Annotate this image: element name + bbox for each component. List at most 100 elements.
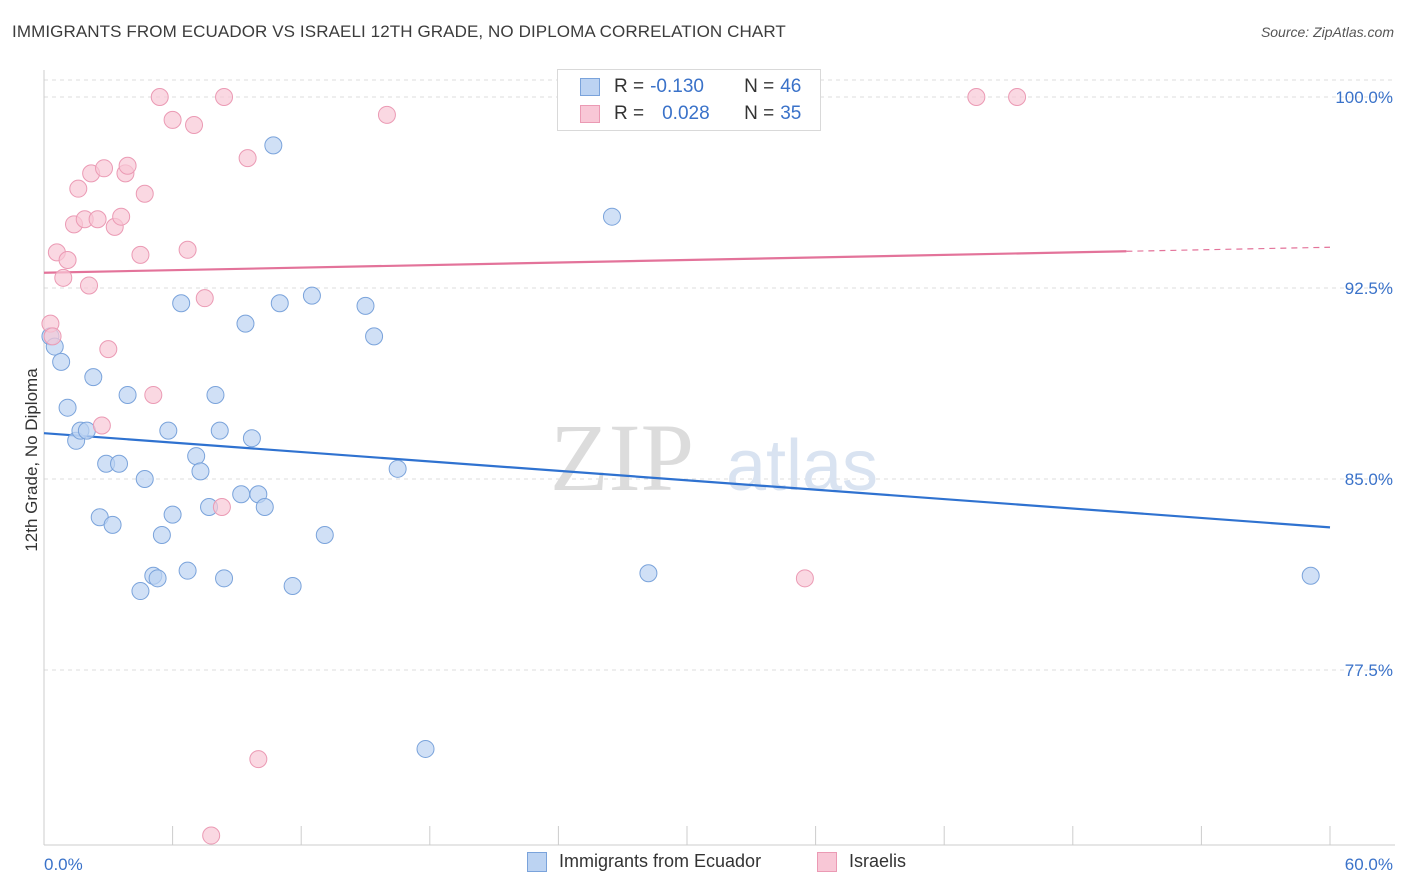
israeli-point [54,268,73,287]
r-label: R = [614,103,645,124]
n-value: 35 [780,103,802,124]
stats-legend: R = -0.130 N = 46 R = 0.028 N = 35 [557,69,821,131]
ecuador-point [110,454,129,473]
israeli-point [1008,88,1027,106]
x-tick-label: 60.0% [1345,855,1393,874]
trend-line-ecuador [43,432,1331,529]
israelis-legend-label: Israelis [849,851,907,871]
gridlines [44,79,1395,671]
ecuador-point [77,421,96,440]
ecuador-point [84,368,103,387]
israeli-point [967,88,986,106]
ecuador-point [135,470,154,488]
source-label: Source: ZipAtlas.com [1260,24,1394,40]
ecuador-point [191,462,210,481]
ecuador-point [210,421,229,440]
israeli-point [795,569,814,588]
ecuador-point [103,515,122,534]
ecuador-point [148,569,167,588]
trend-line-israelis [43,250,1127,274]
r-label: R = [614,76,645,97]
israeli-point [80,276,99,295]
y-tick-label: 100.0% [1335,88,1393,107]
watermark-zip: ZIP [550,404,694,511]
israeli-point [163,110,182,129]
y-tick-labels: 100.0% 92.5% 85.0% 77.5% [1335,88,1393,680]
legend-item-ecuador[interactable]: Immigrants from Ecuador [527,851,761,872]
israeli-point [88,210,107,229]
y-axis-label: 12th Grade, No Diploma [22,368,41,552]
israeli-point [69,179,88,198]
ecuador-point [58,398,77,417]
ecuador-point [52,352,71,371]
israeli-point [95,159,114,178]
ecuador-point [270,294,289,313]
chart-title: IMMIGRANTS FROM ECUADOR VS ISRAELI 12TH … [12,22,786,41]
israeli-point [135,184,154,203]
israeli-point [131,245,150,264]
israelis-legend-swatch [817,851,837,872]
israeli-point [215,88,234,106]
legend-item-israelis[interactable]: Israelis [817,851,906,872]
trend-line-dashed-israelis [1126,246,1331,252]
watermark-atlas: atlas [726,426,878,506]
ecuador-point [264,136,283,155]
ecuador-point [215,569,234,588]
ecuador-point [232,485,251,504]
israeli-point [238,149,257,168]
n-label: N = [744,76,775,97]
r-value: -0.130 [650,76,704,97]
ecuador-point [172,294,191,313]
israeli-point [249,750,268,769]
stats-row-israelis: R = 0.028 N = 35 [580,101,801,127]
ecuador-point [388,459,407,478]
ecuador-point [302,286,321,305]
axes [43,70,1395,846]
ecuador-point [131,582,150,601]
israeli-point [43,327,62,346]
ecuador-point [178,561,197,580]
israeli-point [99,340,118,359]
ecuador-legend-swatch [527,851,547,872]
israeli-point [195,289,214,308]
stats-row-ecuador: R = -0.130 N = 46 [580,74,801,100]
n-value: 46 [780,76,802,97]
ecuador-point [118,385,137,404]
x-tick-label: 0.0% [44,855,83,874]
israeli-point [144,385,163,404]
ecuador-point [206,385,225,404]
ecuador-point [1301,566,1320,585]
x-tick-labels: 0.0% 60.0% [44,855,1393,874]
israeli-point [212,498,231,517]
trend-lines [43,246,1331,529]
israeli-point [112,207,131,226]
ecuador-point [236,314,255,333]
ecuador-legend-label: Immigrants from Ecuador [559,851,762,871]
y-tick-label: 77.5% [1345,661,1393,680]
israeli-point [58,250,77,269]
data-points [41,88,1320,845]
ecuador-point [283,576,302,595]
n-label: N = [744,103,775,124]
ecuador-point [163,505,182,524]
israeli-point [150,88,169,106]
ecuador-point [187,447,206,466]
ecuador-point [159,421,178,440]
israeli-point [92,416,111,435]
israeli-point [178,240,197,259]
ecuador-point [602,207,621,226]
ecuador-point [356,296,375,315]
r-value: 0.028 [662,103,710,124]
israeli-point [185,116,204,135]
israeli-point [202,826,221,845]
israeli-point [118,156,137,175]
ecuador-point [255,498,274,517]
israeli-point [377,105,396,124]
ecuador-point [242,429,261,448]
ecuador-point [365,327,384,346]
watermark: ZIP atlas [550,404,878,511]
y-tick-label: 92.5% [1345,279,1393,298]
ecuador-point [639,564,658,583]
ecuador-point [315,526,334,545]
